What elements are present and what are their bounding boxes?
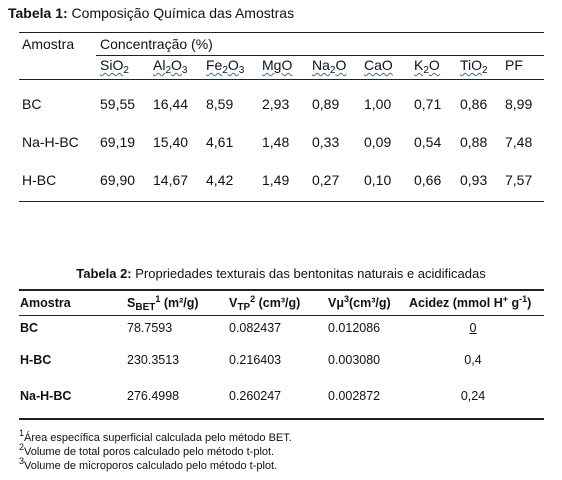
table2-cell-acidity: 0	[469, 321, 477, 335]
table2-caption: Tabela 2: Propriedades texturais das ben…	[0, 266, 562, 281]
table1-cell: 7,57	[505, 172, 533, 188]
table1-cell: 0,86	[460, 96, 488, 112]
table1-top-rule	[19, 32, 544, 33]
table1-oxide-header: SiO2	[100, 57, 129, 76]
table1-cell: 14,67	[153, 172, 189, 188]
table1-bottom-rule	[19, 201, 544, 202]
table1-row-sample: H-BC	[22, 172, 57, 188]
table1-oxide-header: K2O	[414, 57, 440, 76]
table1-cell: 4,61	[206, 134, 234, 150]
table1-cell: 0,54	[414, 134, 442, 150]
table1-cell: 0,27	[312, 172, 340, 188]
table1-oxide-header: MgO	[262, 57, 293, 73]
table1-cell: 0,66	[414, 172, 442, 188]
footnote: 3Volume de microporos calculado pelo mét…	[19, 456, 278, 473]
table2-header-sample: Amostra	[20, 296, 71, 310]
table1-oxide-header: Fe2O3	[206, 57, 245, 76]
table1-header-concentration: Concentração (%)	[100, 36, 213, 52]
table2-cell-vtp: 0.082437	[229, 321, 282, 335]
table1-cell: 69,19	[100, 134, 136, 150]
table1-cell: 4,42	[206, 172, 234, 188]
table2-header-vmu: Vμ3(cm³/g)	[328, 294, 391, 311]
table1-label: Tabela 1:	[8, 5, 68, 21]
table1-cell: 0,09	[364, 134, 392, 150]
table2-label: Tabela 2:	[76, 266, 132, 281]
table2-cell-acidity: 0,24	[460, 389, 486, 403]
table2-header-vtp: VTP2 (cm³/g)	[229, 294, 301, 313]
table2-cell-vmu: 0.002872	[328, 389, 381, 403]
table1-cell: 0,10	[364, 172, 392, 188]
table1-oxide-header: CaO	[364, 57, 393, 73]
table2-cell-acidity: 0,4	[464, 353, 482, 367]
table1-subheader-rule	[96, 55, 544, 56]
table1-cell: 69,90	[100, 172, 136, 188]
table1-cell: 8,59	[206, 96, 234, 112]
table1-cell: 0,88	[460, 134, 488, 150]
table1-cell: 16,44	[153, 96, 189, 112]
table1-cell: 0,71	[414, 96, 442, 112]
table1-cell: 1,49	[262, 172, 290, 188]
table2-cell-vtp: 0.260247	[229, 389, 282, 403]
table1-oxide-header: Al2O3	[153, 57, 188, 76]
table1-cell: 2,93	[262, 96, 290, 112]
table2-cell-vmu: 0.012086	[328, 321, 381, 335]
table1-title: Composição Química das Amostras	[67, 5, 295, 21]
table2-bottom-rule	[19, 418, 544, 420]
table1-cell: 8,99	[505, 96, 533, 112]
table2-top-rule	[19, 289, 544, 291]
table1-cell: 59,55	[100, 96, 136, 112]
table2-row-sample: BC	[20, 321, 39, 335]
table1-cell: 1,00	[364, 96, 392, 112]
table1-cell: 1,48	[262, 134, 290, 150]
table1-oxide-header: Na2O	[312, 57, 347, 76]
table1-oxide-header: TiO2	[460, 57, 488, 76]
table2-header-rule	[19, 315, 544, 316]
table1-cell: 0,93	[460, 172, 488, 188]
table1-cell: 7,48	[505, 134, 533, 150]
table2-row-sample: H-BC	[20, 353, 52, 367]
table1-caption: Tabela 1: Composição Química das Amostra…	[8, 5, 294, 21]
table2-title: Propriedades texturais das bentonitas na…	[131, 266, 486, 281]
table2-row-sample: Na-H-BC	[20, 389, 72, 403]
table1-header-sample: Amostra	[22, 36, 75, 52]
table2-cell-sbet: 276.4998	[127, 389, 180, 403]
table2-header-acidity: Acidez (mmol H+ g-1)	[409, 294, 532, 311]
table2-header-sbet: SBET1 (m²/g)	[127, 294, 199, 313]
table1-oxide-header: PF	[505, 57, 523, 73]
table1-cell: 15,40	[153, 134, 189, 150]
table1-cell: 0,33	[312, 134, 340, 150]
table2-cell-sbet: 230.3513	[127, 353, 180, 367]
table1-cell: 0,89	[312, 96, 340, 112]
footnote: 1Área específica superficial calculada p…	[19, 428, 292, 445]
table1-row-sample: Na-H-BC	[22, 134, 79, 150]
footnote: 2Volume de total poros calculado pelo mé…	[19, 442, 275, 459]
table1-row-sample: BC	[22, 96, 42, 112]
table2-cell-sbet: 78.7593	[127, 321, 173, 335]
table2-cell-vtp: 0.216403	[229, 353, 282, 367]
table2-cell-vmu: 0.003080	[328, 353, 381, 367]
table1-header-bottom-rule	[19, 79, 544, 80]
